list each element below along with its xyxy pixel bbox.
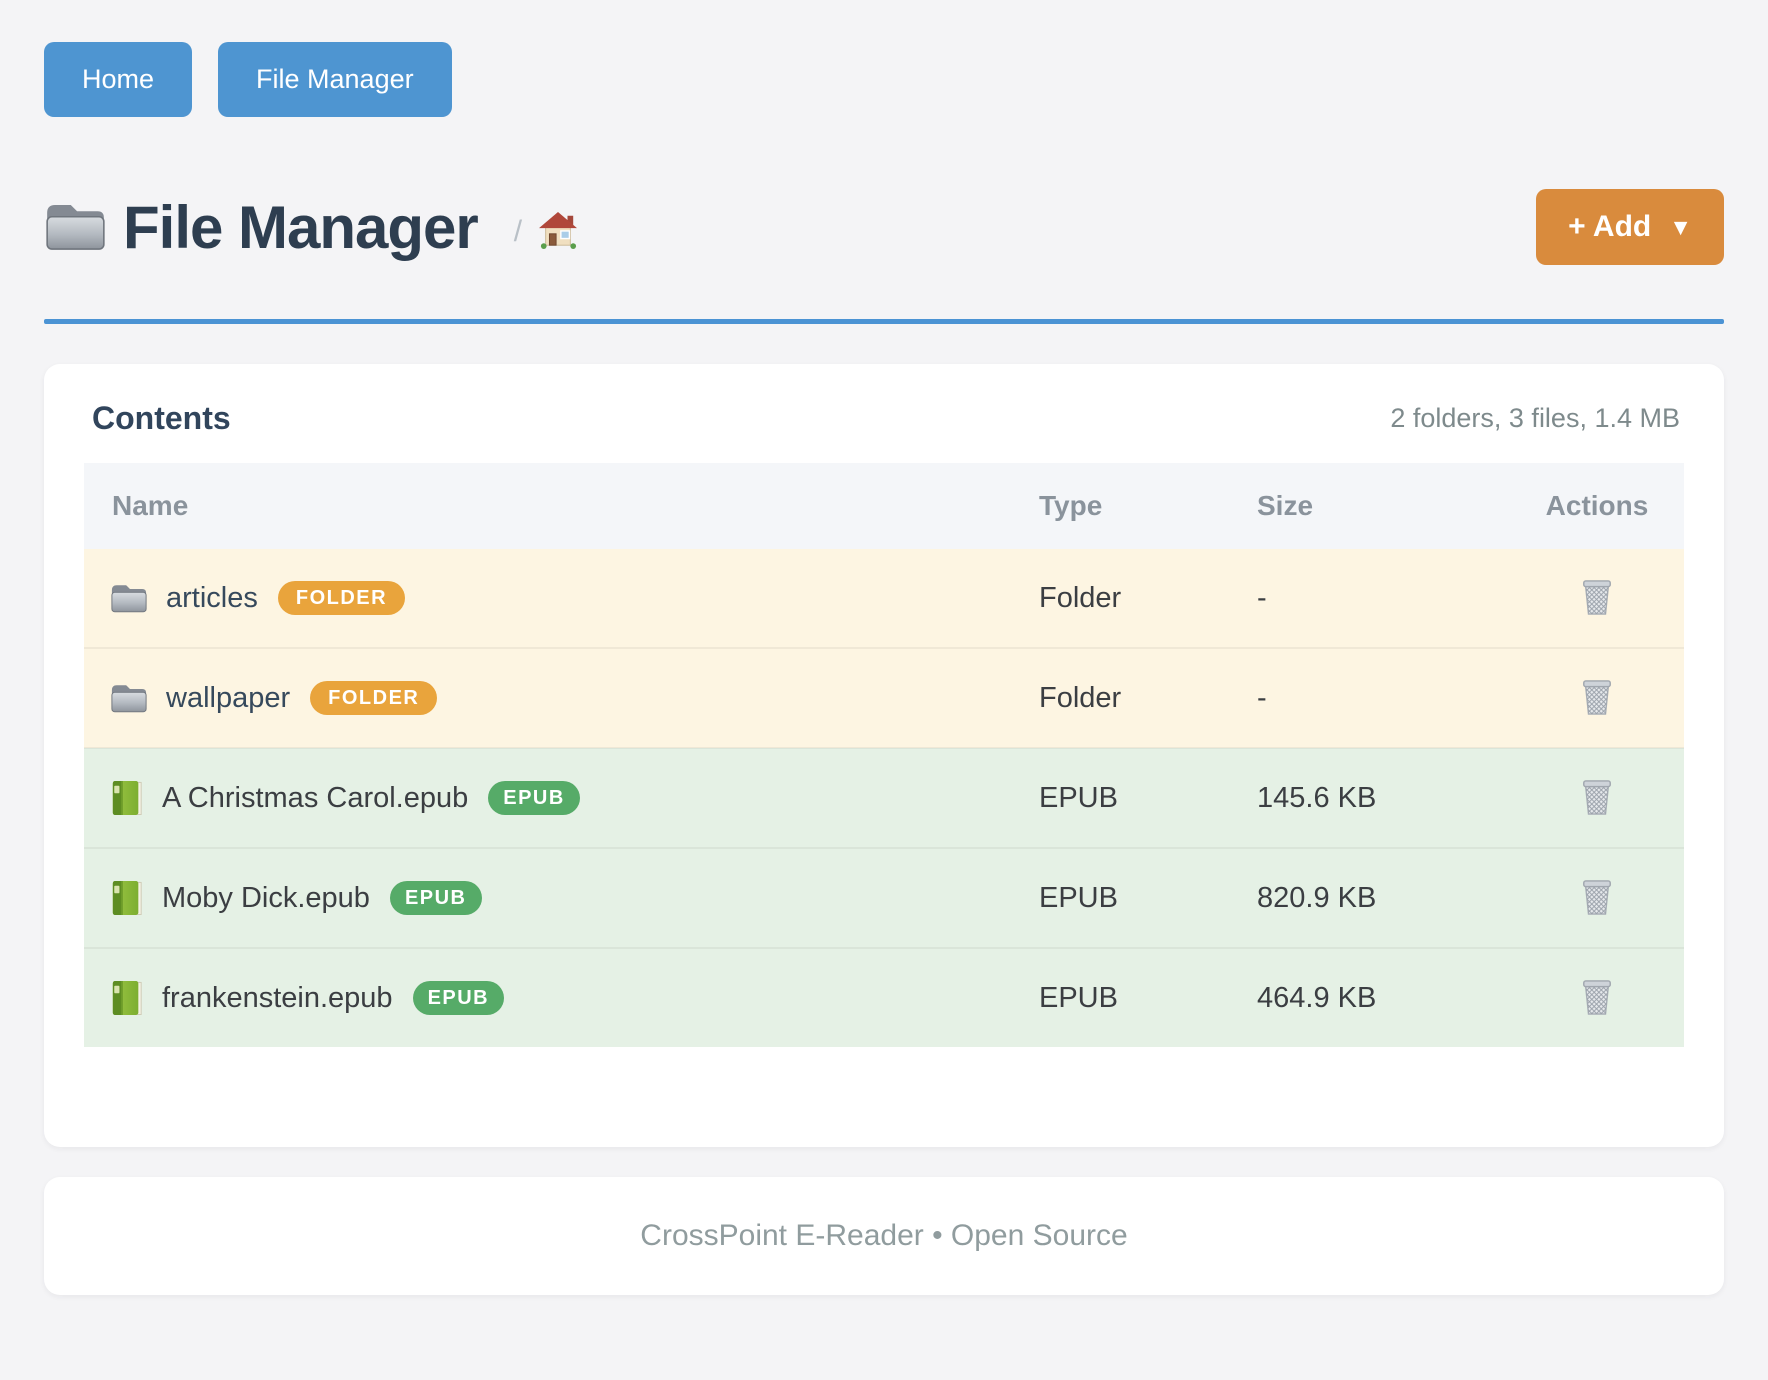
book-icon [110, 779, 144, 817]
column-header-name: Name [84, 463, 1015, 549]
actions-cell [1510, 747, 1684, 848]
table-row[interactable]: articles FOLDER Folder - [84, 549, 1684, 648]
type-cell: EPUB [1015, 947, 1233, 1047]
trash-icon [1580, 778, 1614, 819]
type-badge: EPUB [389, 881, 482, 915]
table-row[interactable]: Moby Dick.epub EPUB EPUB 820.9 KB [84, 847, 1684, 948]
trash-icon [1580, 578, 1614, 619]
column-header-type: Type [1015, 463, 1233, 549]
type-cell: Folder [1039, 581, 1122, 614]
type-badge: EPUB [488, 781, 580, 815]
actions-cell [1510, 647, 1684, 748]
table-row[interactable]: A Christmas Carol.epub EPUB EPUB 145.6 KB [84, 747, 1684, 848]
delete-button[interactable] [1576, 674, 1618, 723]
file-name[interactable]: articles [166, 581, 258, 614]
page: Home File Manager File Manager / + [44, 42, 1724, 1295]
column-header-actions: Actions [1510, 463, 1684, 549]
trash-icon [1580, 978, 1614, 1019]
table-row[interactable]: frankenstein.epub EPUB EPUB 464.9 KB [84, 947, 1684, 1047]
footer: CrossPoint E-Reader • Open Source [44, 1177, 1724, 1295]
table-row[interactable]: wallpaper FOLDER Folder - [84, 647, 1684, 748]
actions-cell [1510, 947, 1684, 1047]
size-cell: 820.9 KB [1233, 847, 1510, 948]
delete-button[interactable] [1576, 574, 1618, 623]
contents-title: Contents [92, 400, 231, 436]
trash-icon [1580, 878, 1614, 919]
actions-cell [1510, 847, 1684, 948]
book-icon [110, 979, 144, 1017]
contents-card: Contents 2 folders, 3 files, 1.4 MB Name… [44, 364, 1724, 1147]
column-header-size: Size [1233, 463, 1510, 549]
nav-home-button[interactable]: Home [44, 42, 193, 117]
folder-icon [110, 682, 148, 715]
file-name[interactable]: A Christmas Carol.epub [162, 781, 469, 814]
add-button[interactable]: + Add ▼ [1536, 189, 1724, 265]
footer-text: CrossPoint E-Reader • Open Source [640, 1219, 1128, 1252]
contents-table-body: articles FOLDER Folder - wallpaper FOLDER Fol… [84, 549, 1684, 1047]
type-cell: Folder [1015, 647, 1233, 748]
contents-summary: 2 folders, 3 files, 1.4 MB [1390, 403, 1680, 433]
size-cell: 145.6 KB [1233, 747, 1510, 848]
add-button-label: + Add [1568, 210, 1652, 243]
trash-icon [1580, 678, 1614, 719]
header-divider [44, 319, 1724, 324]
file-name[interactable]: frankenstein.epub [162, 981, 393, 1014]
nav-file-manager-button[interactable]: File Manager [218, 42, 452, 117]
folder-icon [44, 200, 107, 254]
delete-button[interactable] [1576, 974, 1618, 1023]
house-icon[interactable] [538, 211, 578, 249]
contents-table: Name Type Size Actions articles FOLDER Fol… [84, 463, 1684, 1047]
type-badge: FOLDER [277, 581, 406, 615]
delete-button[interactable] [1576, 774, 1618, 823]
size-cell: - [1257, 581, 1267, 614]
book-icon [110, 879, 144, 917]
table-header-row: Name Type Size Actions [84, 463, 1684, 549]
type-cell: EPUB [1015, 747, 1233, 848]
page-title: File Manager [123, 193, 479, 261]
actions-cell [1510, 549, 1684, 648]
size-cell: 464.9 KB [1233, 947, 1510, 1047]
chevron-down-icon: ▼ [1669, 213, 1692, 240]
delete-button[interactable] [1576, 874, 1618, 923]
file-name[interactable]: Moby Dick.epub [162, 881, 370, 914]
top-nav: Home File Manager [44, 42, 1724, 117]
folder-icon [110, 582, 148, 615]
type-badge: EPUB [412, 981, 505, 1015]
contents-card-header: Contents 2 folders, 3 files, 1.4 MB [84, 400, 1684, 463]
size-cell: - [1233, 647, 1510, 748]
type-badge: FOLDER [310, 681, 438, 715]
file-name[interactable]: wallpaper [166, 681, 291, 714]
breadcrumb-separator: / [513, 215, 523, 248]
type-cell: EPUB [1015, 847, 1233, 948]
page-header: File Manager / + Add ▼ [44, 189, 1724, 265]
